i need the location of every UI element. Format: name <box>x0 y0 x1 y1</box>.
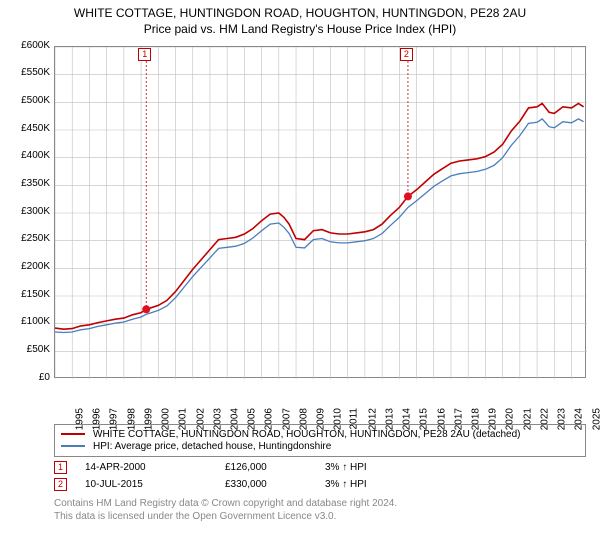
x-axis-label: 2016 <box>436 408 447 430</box>
x-axis-label: 1999 <box>143 408 154 430</box>
x-axis-label: 2014 <box>401 408 412 430</box>
y-axis-label: £450K <box>10 123 50 134</box>
y-axis-label: £0 <box>10 372 50 383</box>
series-property <box>55 103 584 329</box>
x-axis-label: 2017 <box>453 408 464 430</box>
y-axis-label: £600K <box>10 40 50 51</box>
footer-line-2: This data is licensed under the Open Gov… <box>54 510 592 523</box>
x-axis-label: 2021 <box>522 408 533 430</box>
chart-subtitle: Price paid vs. HM Land Registry's House … <box>8 22 592 36</box>
x-axis-label: 2020 <box>505 408 516 430</box>
chart-container: WHITE COTTAGE, HUNTINGDON ROAD, HOUGHTON… <box>0 0 600 523</box>
legend-item: HPI: Average price, detached house, Hunt… <box>61 441 579 452</box>
transaction-row-marker: 2 <box>54 478 67 491</box>
x-axis-label: 2011 <box>349 408 360 430</box>
x-axis-label: 1996 <box>91 408 102 430</box>
x-axis-label: 2018 <box>470 408 481 430</box>
y-axis-label: £150K <box>10 289 50 300</box>
x-axis-label: 2015 <box>419 408 430 430</box>
series-hpi <box>55 118 584 332</box>
x-axis-label: 2008 <box>298 408 309 430</box>
x-axis-label: 2023 <box>556 408 567 430</box>
x-axis-label: 1998 <box>126 408 137 430</box>
x-axis-label: 2012 <box>367 408 378 430</box>
y-axis-label: £300K <box>10 206 50 217</box>
transaction-row: 1 14-APR-2000£126,0003% ↑ HPI <box>54 461 592 474</box>
x-axis-label: 2025 <box>591 408 600 430</box>
transaction-note: 3% ↑ HPI <box>325 462 367 473</box>
x-axis-label: 2006 <box>264 408 275 430</box>
x-axis-label: 1997 <box>109 408 120 430</box>
plot-area <box>54 46 586 378</box>
legend-swatch <box>61 433 85 435</box>
transaction-price: £126,000 <box>225 462 325 473</box>
x-axis-label: 2022 <box>539 408 550 430</box>
y-axis-label: £200K <box>10 261 50 272</box>
y-axis-label: £550K <box>10 67 50 78</box>
x-axis-label: 2004 <box>229 408 240 430</box>
x-axis-label: 2002 <box>195 408 206 430</box>
legend-swatch <box>61 445 85 447</box>
transaction-date: 10-JUL-2015 <box>85 479 225 490</box>
y-axis-label: £250K <box>10 233 50 244</box>
x-axis-label: 2001 <box>178 408 189 430</box>
x-axis-label: 1995 <box>74 408 85 430</box>
transaction-marker: 2 <box>400 48 413 61</box>
x-axis-label: 2010 <box>333 408 344 430</box>
transaction-row: 2 10-JUL-2015£330,0003% ↑ HPI <box>54 478 592 491</box>
y-axis-label: £350K <box>10 178 50 189</box>
x-axis-label: 2005 <box>246 408 257 430</box>
transaction-point <box>142 305 150 313</box>
x-axis-label: 2013 <box>384 408 395 430</box>
transactions-list: 1 14-APR-2000£126,0003% ↑ HPI 2 10-JUL-2015… <box>8 461 592 491</box>
x-axis-label: 2003 <box>212 408 223 430</box>
footer-line-1: Contains HM Land Registry data © Crown c… <box>54 497 592 510</box>
y-axis-label: £500K <box>10 95 50 106</box>
chart-area: £0 £50K £100K £150K £200K £250K £300K £350K £400… <box>8 40 592 420</box>
y-axis-label: £100K <box>10 316 50 327</box>
legend-label: HPI: Average price, detached house, Hunt… <box>93 441 331 452</box>
transaction-point <box>404 192 412 200</box>
transaction-marker: 1 <box>138 48 151 61</box>
footer: Contains HM Land Registry data © Crown c… <box>54 497 592 523</box>
transaction-row-marker: 1 <box>54 461 67 474</box>
x-axis-label: 2024 <box>574 408 585 430</box>
x-axis-label: 2007 <box>281 408 292 430</box>
x-axis-label: 2000 <box>160 408 171 430</box>
transaction-note: 3% ↑ HPI <box>325 479 367 490</box>
x-axis-label: 2009 <box>315 408 326 430</box>
transaction-price: £330,000 <box>225 479 325 490</box>
transaction-date: 14-APR-2000 <box>85 462 225 473</box>
y-axis-label: £50K <box>10 344 50 355</box>
chart-title: WHITE COTTAGE, HUNTINGDON ROAD, HOUGHTON… <box>8 6 592 22</box>
plot-svg <box>55 47 587 379</box>
x-axis-label: 2019 <box>487 408 498 430</box>
y-axis-label: £400K <box>10 150 50 161</box>
